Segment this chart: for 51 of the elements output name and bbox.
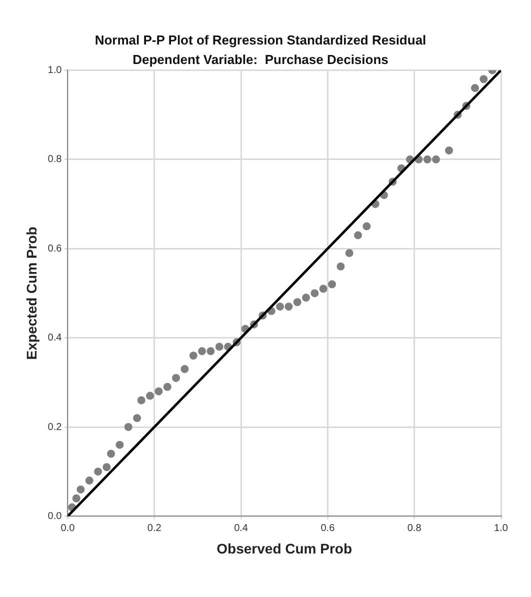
- point: [116, 440, 124, 449]
- point: [102, 463, 111, 472]
- point: [76, 485, 85, 494]
- point: [336, 262, 345, 270]
- y-tick-label: 1.0: [48, 64, 62, 76]
- point: [310, 289, 319, 298]
- point: [362, 222, 371, 230]
- point: [423, 155, 432, 164]
- y-axis-title: Expected Cum Prob: [23, 226, 40, 360]
- chart-title: Normal P-P Plot of Regression Standardized Residual: [94, 32, 426, 48]
- point: [172, 374, 180, 382]
- point: [189, 352, 198, 360]
- point: [328, 280, 336, 288]
- x-tick-label: 0.2: [147, 522, 162, 534]
- x-tick-label: 0.6: [320, 522, 336, 534]
- point: [471, 84, 479, 92]
- point: [163, 382, 172, 391]
- point: [445, 146, 454, 154]
- x-tick-label: 1.0: [494, 522, 508, 534]
- x-tick-label: 0.0: [60, 522, 76, 534]
- y-tick-label: 0.6: [48, 243, 62, 254]
- point: [354, 231, 362, 240]
- point: [198, 347, 206, 356]
- point: [480, 75, 488, 84]
- point: [276, 302, 284, 311]
- point: [302, 294, 310, 302]
- y-tick-label: 0.0: [48, 510, 62, 522]
- x-tick-label: 0.8: [407, 522, 422, 534]
- point: [85, 476, 94, 485]
- point: [107, 450, 116, 458]
- point: [137, 396, 146, 404]
- point: [146, 392, 154, 400]
- point: [154, 387, 163, 396]
- point: [94, 468, 102, 476]
- point: [72, 494, 80, 502]
- y-tick-label: 0.2: [48, 422, 62, 433]
- y-tick-label: 0.8: [48, 154, 62, 166]
- point: [319, 284, 328, 293]
- point: [215, 342, 224, 351]
- x-axis-title: Observed Cum Prob: [216, 540, 352, 556]
- point: [133, 414, 142, 422]
- y-tick-label: 0.4: [48, 332, 62, 344]
- point: [124, 423, 132, 431]
- point: [432, 155, 440, 164]
- x-tick-label: 0.4: [234, 522, 248, 534]
- point: [180, 365, 189, 374]
- point: [293, 298, 302, 306]
- point: [206, 347, 215, 356]
- chart-subtitle: Dependent Variable: Purchase Decisions: [132, 52, 388, 67]
- point: [284, 302, 293, 311]
- point: [345, 249, 354, 258]
